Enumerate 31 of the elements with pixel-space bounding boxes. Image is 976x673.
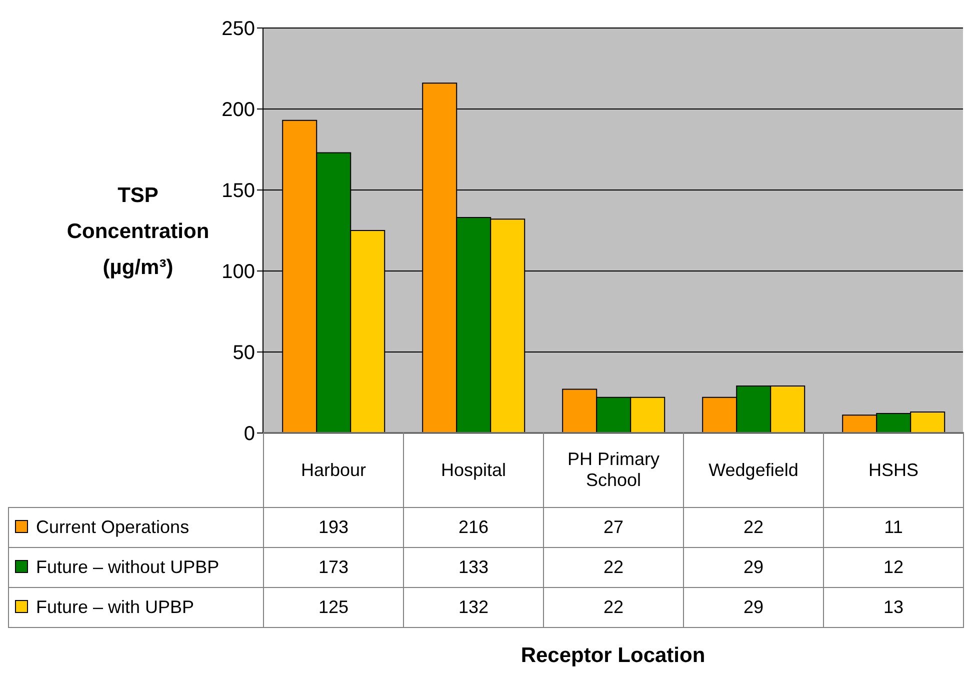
x-tick-label: Harbour (264, 432, 404, 508)
data-label: 133 (404, 548, 544, 588)
legend-label: Future – without UPBP (8, 548, 264, 588)
y-tick-label: 0 (244, 423, 255, 446)
y-tick-label: 150 (222, 180, 255, 202)
data-label: 29 (684, 548, 824, 588)
text: Receptor Location (520, 644, 706, 668)
data-label: 22 (544, 548, 684, 588)
y-axis-title: TSP Concentration (µg/m³) (66, 183, 210, 281)
x-tick-label: PH Primary School (544, 432, 684, 508)
data-label: 11 (824, 508, 964, 548)
data-label: 193 (264, 508, 404, 548)
data-label: 12 (824, 548, 964, 588)
x-tick-label: Hospital (404, 432, 544, 508)
data-label: 216 (404, 508, 544, 548)
data-label: 132 (404, 588, 544, 628)
data-label: 125 (264, 588, 404, 628)
data-label: 27 (544, 508, 684, 548)
data-label: 13 (824, 588, 964, 628)
y-tick-label: 100 (222, 261, 255, 284)
data-label: 22 (544, 588, 684, 628)
y-tick-label: 200 (222, 99, 255, 122)
x-tick-label: Wedgefield (684, 432, 824, 508)
legend-label: Current Operations (8, 508, 264, 548)
data-label: 22 (684, 508, 824, 548)
data-label: 173 (264, 548, 404, 588)
data-label: 29 (684, 588, 824, 628)
y-tick-label: 250 (222, 18, 255, 40)
legend-label: Future – with UPBP (8, 588, 264, 628)
y-tick-label: 50 (232, 342, 255, 364)
x-tick-label: HSHS (824, 432, 964, 508)
